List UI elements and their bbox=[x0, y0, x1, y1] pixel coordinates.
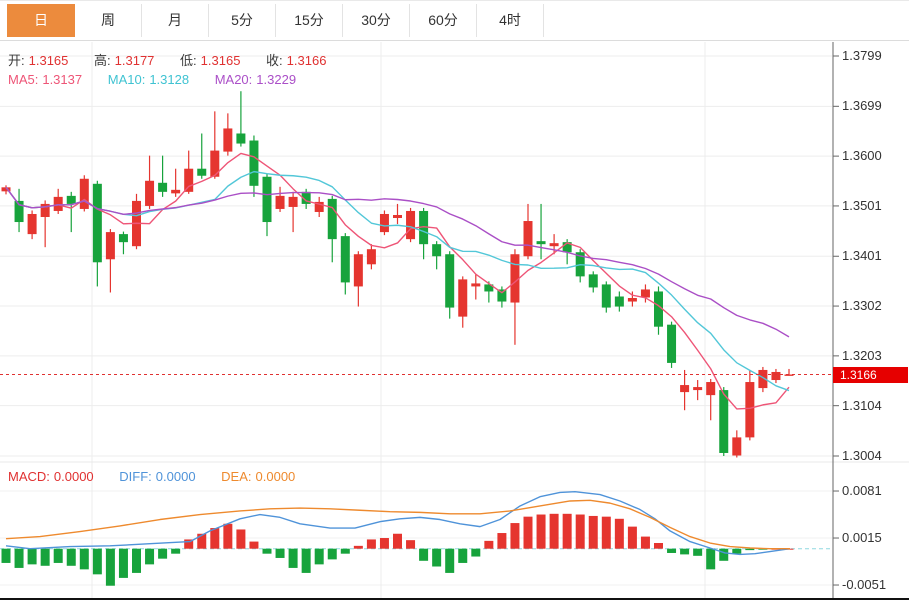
tab-daily[interactable]: 日 bbox=[7, 4, 75, 37]
high-value: 1.3177 bbox=[114, 53, 155, 68]
ma-readout: MA5: 1.3137 MA10: 1.3128 MA20: 1.3229 bbox=[8, 72, 300, 87]
close-value: 1.3166 bbox=[286, 53, 327, 68]
macd-axis-label: 0.0015 bbox=[842, 530, 882, 545]
ohlc-readout: 开: 1.3165 高: 1.3177 低: 1.3165 收: 1.3166 bbox=[8, 50, 330, 69]
timeframe-tabbar: 日 周 月 5分 15分 30分 60分 4时 bbox=[0, 1, 909, 41]
macd-axis-label: 0.0081 bbox=[842, 483, 882, 498]
diff-label: DIFF: bbox=[119, 469, 152, 484]
high-label: 高: bbox=[94, 53, 111, 68]
macd-value: 0.0000 bbox=[53, 469, 94, 484]
tab-weekly[interactable]: 周 bbox=[75, 4, 142, 37]
dea-value: 0.0000 bbox=[255, 469, 296, 484]
macd-axis-label: -0.0051 bbox=[842, 577, 887, 592]
ma5-label: MA5: bbox=[8, 72, 39, 87]
macd-label: MACD: bbox=[8, 469, 50, 484]
tab-30min[interactable]: 30分 bbox=[343, 4, 410, 37]
macd-readout: MACD: 0.0000 DIFF: 0.0000 DEA: 0.0000 bbox=[8, 469, 299, 484]
ma5-value: 1.3137 bbox=[42, 72, 83, 87]
tab-15min[interactable]: 15分 bbox=[276, 4, 343, 37]
low-value: 1.3165 bbox=[200, 53, 241, 68]
ma20-value: 1.3229 bbox=[256, 72, 297, 87]
tab-4hour[interactable]: 4时 bbox=[477, 4, 544, 37]
dea-label: DEA: bbox=[221, 469, 252, 484]
price-axis-label: 1.3699 bbox=[842, 98, 882, 113]
price-axis-label: 1.3600 bbox=[842, 148, 882, 163]
price-axis-label: 1.3501 bbox=[842, 198, 882, 213]
ma20-label: MA20: bbox=[214, 72, 253, 87]
price-axis-label: 1.3004 bbox=[842, 448, 882, 463]
diff-value: 0.0000 bbox=[155, 469, 196, 484]
current-price-tag: 1.3166 bbox=[833, 367, 908, 383]
price-axis-label: 1.3203 bbox=[842, 348, 882, 363]
price-axis-label: 1.3799 bbox=[842, 48, 882, 63]
price-axis-label: 1.3104 bbox=[842, 398, 882, 413]
tab-60min[interactable]: 60分 bbox=[410, 4, 477, 37]
tab-monthly[interactable]: 月 bbox=[142, 4, 209, 37]
ma10-label: MA10: bbox=[107, 72, 146, 87]
close-label: 收: bbox=[266, 53, 283, 68]
price-axis-label: 1.3401 bbox=[842, 248, 882, 263]
low-label: 低: bbox=[180, 53, 197, 68]
tab-5min[interactable]: 5分 bbox=[209, 4, 276, 37]
ma10-value: 1.3128 bbox=[149, 72, 190, 87]
price-axis-label: 1.3302 bbox=[842, 298, 882, 313]
open-label: 开: bbox=[8, 53, 25, 68]
open-value: 1.3165 bbox=[28, 53, 69, 68]
